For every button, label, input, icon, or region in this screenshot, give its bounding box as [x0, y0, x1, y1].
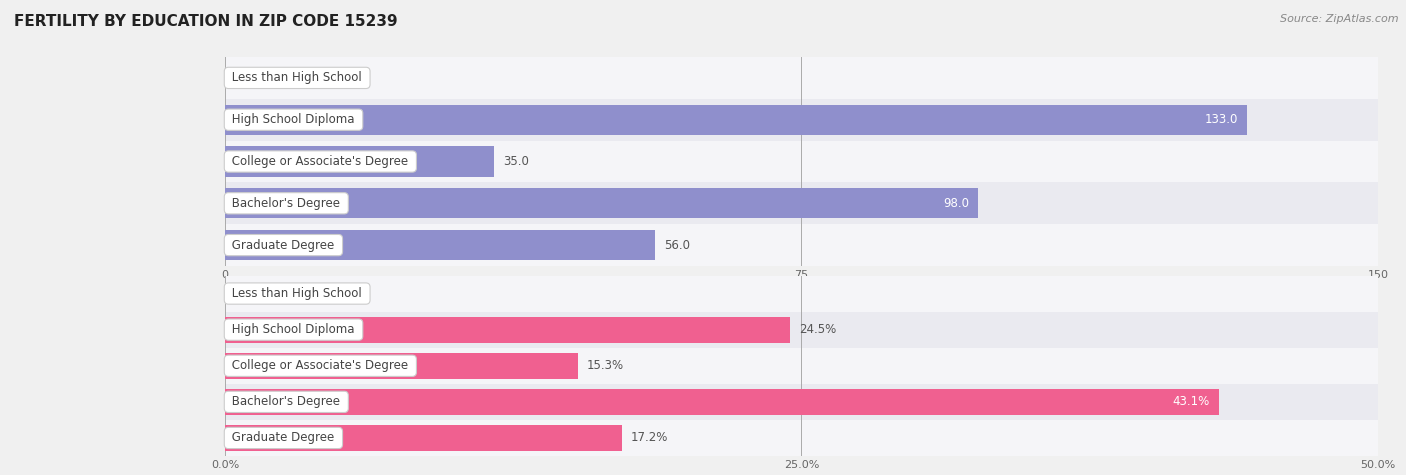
Text: High School Diploma: High School Diploma	[228, 323, 359, 336]
Bar	[225, 188, 979, 219]
Bar	[225, 182, 1378, 224]
Bar	[225, 317, 790, 342]
Text: 17.2%: 17.2%	[631, 431, 668, 445]
Bar	[225, 276, 1378, 312]
Text: FERTILITY BY EDUCATION IN ZIP CODE 15239: FERTILITY BY EDUCATION IN ZIP CODE 15239	[14, 14, 398, 29]
Text: Graduate Degree: Graduate Degree	[228, 238, 339, 252]
Text: 0.0%: 0.0%	[235, 287, 264, 300]
Text: College or Associate's Degree: College or Associate's Degree	[228, 155, 412, 168]
Text: 98.0: 98.0	[943, 197, 969, 210]
Text: 43.1%: 43.1%	[1173, 395, 1209, 408]
Text: 35.0: 35.0	[503, 155, 529, 168]
Text: 24.5%: 24.5%	[799, 323, 837, 336]
Bar	[225, 312, 1378, 348]
Bar	[225, 420, 1378, 456]
Text: High School Diploma: High School Diploma	[228, 113, 359, 126]
Bar	[225, 57, 1378, 99]
Bar	[225, 230, 655, 260]
Bar	[225, 425, 621, 451]
Text: 56.0: 56.0	[665, 238, 690, 252]
Bar	[225, 389, 1219, 415]
Text: Graduate Degree: Graduate Degree	[228, 431, 339, 445]
Text: 15.3%: 15.3%	[586, 359, 624, 372]
Text: College or Associate's Degree: College or Associate's Degree	[228, 359, 412, 372]
Bar	[225, 384, 1378, 420]
Text: 0.0: 0.0	[235, 71, 253, 85]
Bar	[225, 146, 494, 177]
Text: Less than High School: Less than High School	[228, 287, 366, 300]
Bar	[225, 141, 1378, 182]
Text: 133.0: 133.0	[1205, 113, 1239, 126]
Bar	[225, 348, 1378, 384]
Bar	[225, 99, 1378, 141]
Bar	[225, 224, 1378, 266]
Text: Source: ZipAtlas.com: Source: ZipAtlas.com	[1281, 14, 1399, 24]
Bar	[225, 104, 1247, 135]
Text: Bachelor's Degree: Bachelor's Degree	[228, 197, 344, 210]
Text: Less than High School: Less than High School	[228, 71, 366, 85]
Text: Bachelor's Degree: Bachelor's Degree	[228, 395, 344, 408]
Bar	[225, 353, 578, 379]
